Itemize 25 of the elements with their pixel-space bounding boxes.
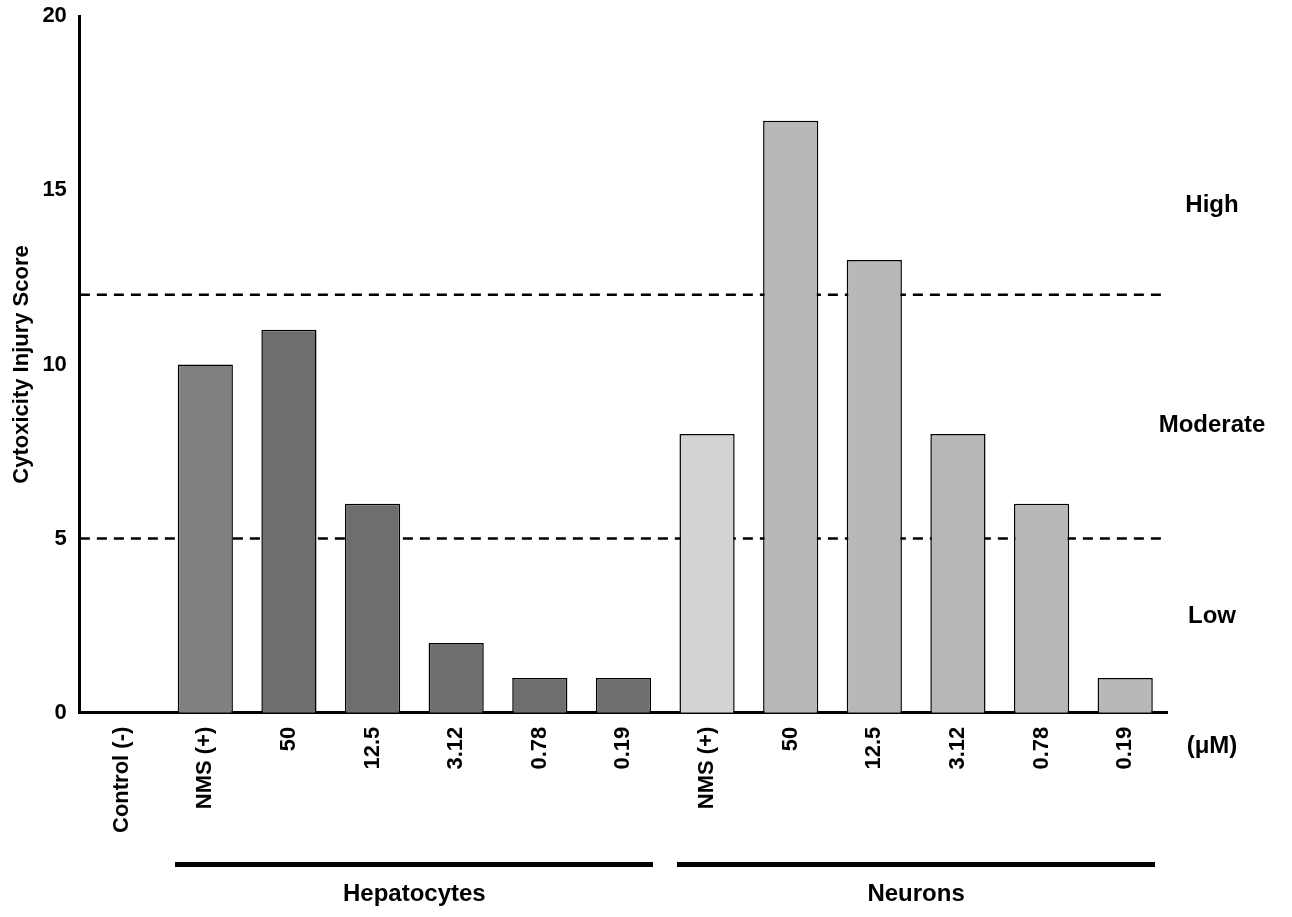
y-axis-title: Cytoxicity Injury Score [8, 245, 34, 484]
y-tick-label: 15 [42, 176, 67, 202]
x-tick-label: 50 [275, 726, 300, 752]
y-tick-label: 10 [42, 350, 67, 376]
x-tick-label: Control (-) [107, 726, 133, 833]
x-tick-label: 3.12 [442, 726, 468, 770]
x-tick-label: NMS (+) [693, 726, 719, 810]
text: Low [1188, 601, 1236, 630]
x-tick-label: 3.12 [944, 726, 969, 770]
y-tick-label: 20 [42, 2, 67, 28]
x-tick-label: NMS (+) [191, 726, 217, 810]
y-tick-label: 5 [54, 524, 67, 550]
text: High [1185, 190, 1239, 219]
x-tick-label: 12.5 [358, 726, 384, 770]
x-tick-label: 0.78 [1027, 726, 1053, 770]
text: (μM) [1186, 730, 1238, 759]
annotation: Moderate [1158, 409, 1266, 438]
y-tick-label: 0 [54, 698, 67, 724]
x-tick-label: 12.5 [860, 726, 886, 770]
x-tick-label: 0.19 [1111, 726, 1137, 770]
x-tick-label: 50 [776, 726, 802, 752]
text: Neurons [867, 879, 965, 907]
text: Hepatocytes [342, 879, 486, 907]
x-tick-label: 0.19 [609, 726, 635, 770]
x-tick-label: 0.78 [525, 726, 551, 770]
